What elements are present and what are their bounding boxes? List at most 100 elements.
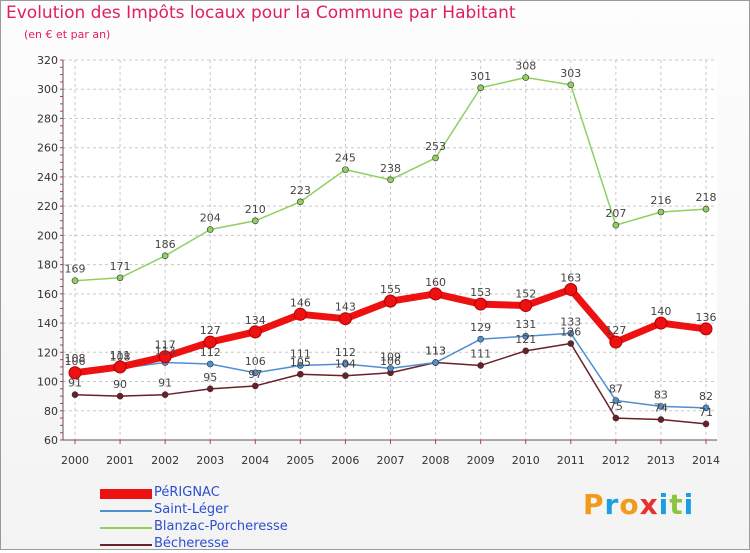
data-label-becheresse: 74 (654, 402, 668, 415)
legend: PéRIGNAC Saint-Léger Blanzac-Porcheresse… (100, 485, 360, 553)
logo-letter: P (583, 488, 605, 521)
data-point-perignac (564, 282, 578, 296)
y-tick-label: 260 (37, 142, 58, 155)
x-tick-label: 2001 (106, 454, 134, 467)
data-label-becheresse: 97 (248, 368, 262, 381)
data-label-perignac: 155 (380, 283, 401, 296)
data-point-blanzac (342, 166, 349, 173)
legend-label-saint-leger: Saint-Léger (154, 502, 229, 517)
y-tick-label: 140 (37, 317, 58, 330)
logo-letter: o (619, 488, 640, 521)
data-label-blanzac: 301 (470, 70, 491, 83)
data-label-perignac: 140 (650, 305, 671, 318)
data-label-blanzac: 218 (696, 191, 717, 204)
data-point-perignac (203, 335, 217, 349)
data-label-becheresse: 104 (335, 358, 356, 371)
data-point-blanzac (251, 217, 259, 225)
x-tick-label: 2002 (151, 454, 179, 467)
logo-letter: x (639, 488, 659, 521)
legend-label-perignac: PéRIGNAC (154, 485, 220, 500)
data-label-blanzac: 308 (515, 60, 536, 73)
data-label-saint-leger: 87 (609, 383, 623, 396)
data-label-becheresse: 106 (380, 355, 401, 368)
data-point-becheresse (71, 391, 79, 398)
data-label-perignac: 127 (605, 324, 626, 337)
data-point-perignac (519, 299, 533, 313)
logo-letter: t (669, 488, 684, 521)
data-point-perignac (384, 294, 397, 308)
x-tick-label: 2007 (377, 454, 405, 467)
data-label-becheresse: 105 (290, 356, 311, 369)
data-point-perignac (699, 322, 713, 336)
data-label-becheresse: 71 (699, 406, 713, 419)
data-label-saint-leger: 113 (155, 345, 176, 358)
data-point-becheresse (567, 340, 575, 347)
data-label-saint-leger: 109 (380, 350, 401, 363)
data-label-perignac: 106 (65, 355, 86, 368)
data-label-saint-leger: 129 (470, 321, 491, 334)
data-point-perignac (113, 360, 127, 374)
data-label-perignac: 127 (200, 324, 221, 337)
x-tick-label: 2011 (557, 454, 585, 467)
legend-item-perignac: PéRIGNAC (100, 485, 360, 502)
data-point-becheresse (116, 392, 124, 400)
data-point-blanzac (387, 176, 394, 184)
data-label-perignac: 111 (110, 349, 131, 362)
data-point-blanzac (297, 198, 304, 206)
data-label-saint-leger: 112 (335, 346, 356, 359)
data-point-perignac (429, 287, 443, 301)
proxiti-logo: Proxiti (583, 488, 694, 521)
data-label-becheresse: 91 (68, 377, 82, 390)
x-tick-label: 2003 (196, 454, 224, 467)
data-point-perignac (609, 335, 623, 349)
data-point-becheresse (702, 420, 710, 428)
data-point-becheresse (206, 385, 214, 393)
data-label-blanzac: 169 (65, 263, 86, 276)
data-label-becheresse: 126 (560, 326, 581, 339)
data-point-saint-leger (387, 365, 394, 372)
data-point-blanzac (206, 226, 214, 233)
x-tick-label: 2010 (512, 454, 540, 467)
y-tick-label: 300 (37, 83, 58, 96)
data-point-saint-leger (657, 403, 665, 410)
data-label-perignac: 160 (425, 276, 446, 289)
y-tick-label: 60 (44, 434, 58, 447)
legend-label-blanzac: Blanzac-Porcheresse (154, 519, 288, 534)
data-point-blanzac (161, 252, 169, 260)
data-label-becheresse: 95 (203, 371, 217, 384)
data-point-perignac (248, 325, 262, 339)
data-label-blanzac: 204 (200, 212, 221, 225)
data-label-saint-leger: 111 (290, 347, 311, 360)
x-tick-label: 2014 (692, 454, 720, 467)
data-point-becheresse (297, 370, 304, 378)
data-point-becheresse (522, 347, 530, 355)
data-label-perignac: 152 (515, 288, 536, 301)
data-label-saint-leger: 106 (245, 355, 266, 368)
legend-swatch-blanzac (100, 527, 152, 529)
data-label-blanzac: 210 (245, 203, 266, 216)
legend-item-saint-leger: Saint-Léger (100, 502, 360, 519)
data-point-becheresse (477, 362, 484, 369)
data-label-blanzac: 253 (425, 140, 446, 153)
data-point-saint-leger (297, 362, 304, 369)
y-tick-label: 200 (37, 229, 58, 242)
data-point-blanzac (612, 221, 620, 229)
x-tick-label: 2000 (61, 454, 89, 467)
data-point-becheresse (251, 382, 259, 390)
x-tick-label: 2013 (647, 454, 675, 467)
data-label-blanzac: 238 (380, 162, 401, 175)
data-point-saint-leger (477, 335, 484, 343)
x-tick-label: 2005 (286, 454, 314, 467)
data-point-blanzac (432, 154, 439, 162)
data-label-saint-leger: 83 (654, 388, 668, 401)
data-label-saint-leger: 82 (699, 390, 713, 403)
legend-swatch-becheresse (100, 544, 152, 546)
legend-swatch-saint-leger (100, 510, 152, 512)
data-point-blanzac (657, 208, 665, 216)
legend-item-becheresse: Bécheresse (100, 536, 360, 553)
x-tick-label: 2008 (422, 454, 450, 467)
data-label-blanzac: 303 (560, 67, 581, 80)
data-label-saint-leger: 108 (65, 352, 86, 365)
logo-letter: i (683, 488, 695, 521)
chart-subtitle: (en € et par an) (24, 28, 111, 41)
